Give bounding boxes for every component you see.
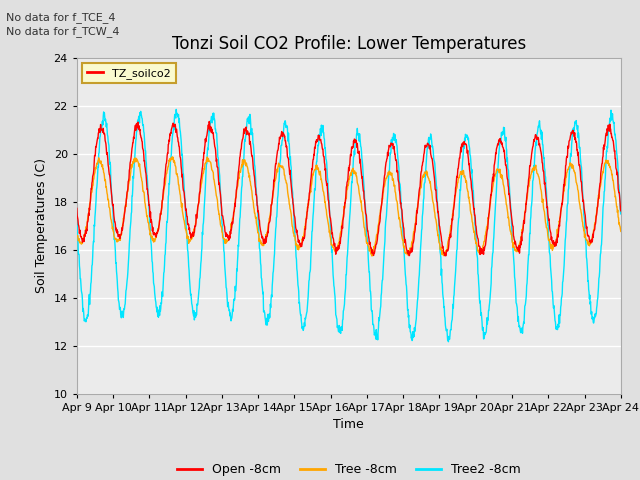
Y-axis label: Soil Temperatures (C): Soil Temperatures (C) [35, 158, 48, 293]
Text: No data for f_TCE_4: No data for f_TCE_4 [6, 12, 116, 23]
Legend: Open -8cm, Tree -8cm, Tree2 -8cm: Open -8cm, Tree -8cm, Tree2 -8cm [172, 458, 525, 480]
Title: Tonzi Soil CO2 Profile: Lower Temperatures: Tonzi Soil CO2 Profile: Lower Temperatur… [172, 35, 526, 53]
Text: No data for f_TCW_4: No data for f_TCW_4 [6, 26, 120, 37]
X-axis label: Time: Time [333, 418, 364, 431]
